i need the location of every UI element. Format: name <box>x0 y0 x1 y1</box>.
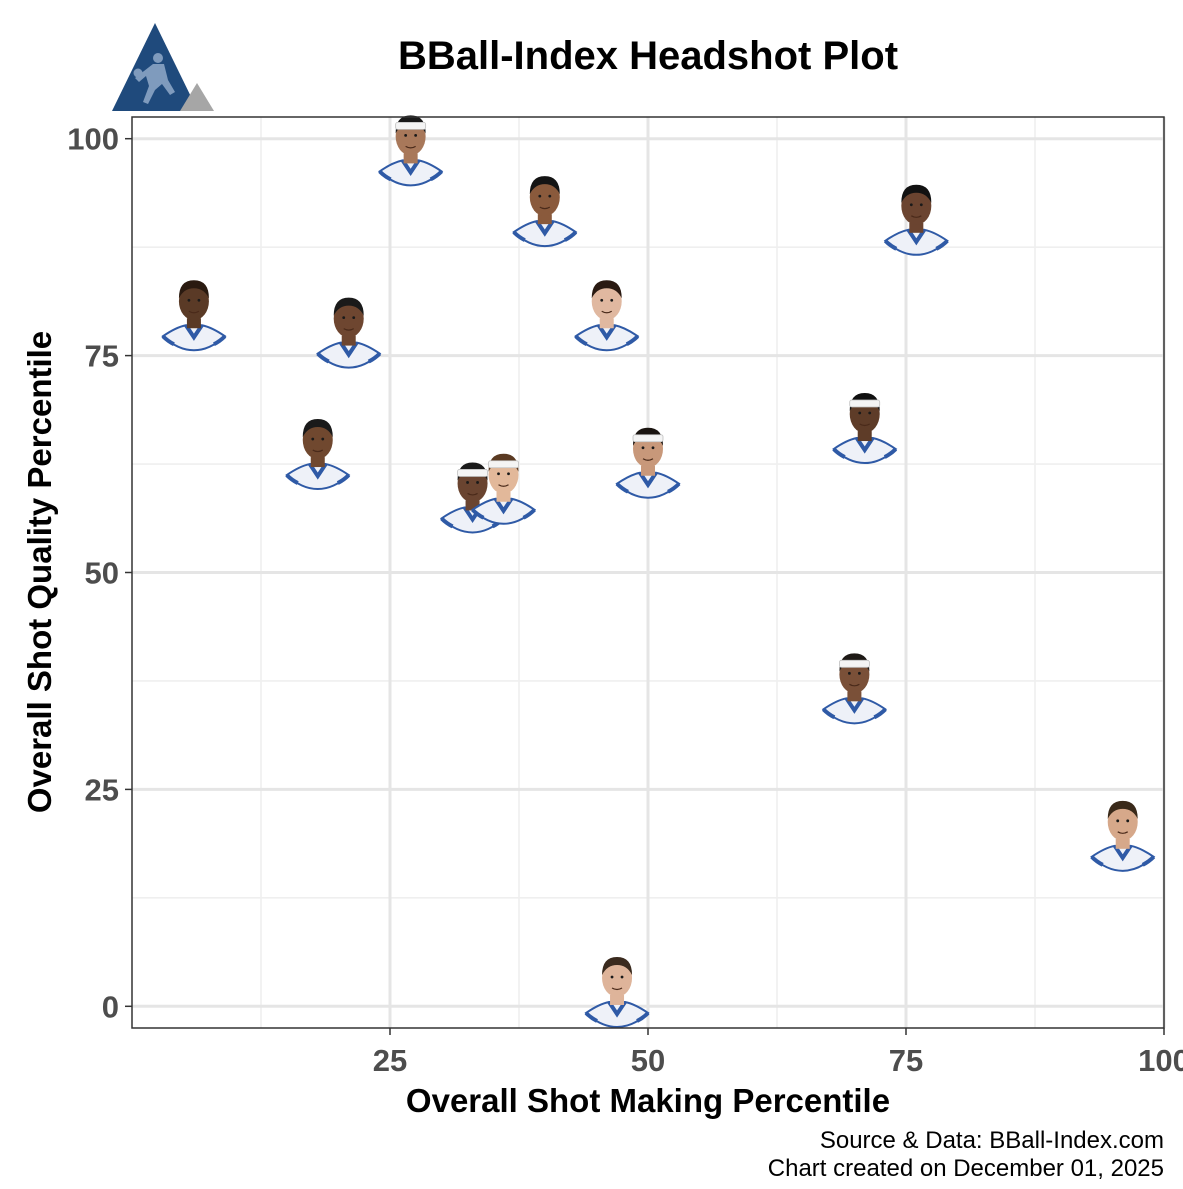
player-headshot-point <box>512 176 578 248</box>
chart-title: BBall-Index Headshot Plot <box>398 34 898 78</box>
player-headshot-point <box>883 184 949 256</box>
x-tick-label: 75 <box>889 1043 923 1078</box>
x-tick-label: 50 <box>631 1043 665 1078</box>
player-headshot-point <box>574 280 640 352</box>
grid-lines <box>132 117 1166 1028</box>
basketball-player-icon <box>133 53 175 104</box>
x-axis-title: Overall Shot Making Percentile <box>406 1082 890 1119</box>
y-axis-ticks: 0 25 50 75 100 <box>67 122 132 1024</box>
y-tick-label: 25 <box>85 772 119 807</box>
caption-date: Chart created on December 01, 2025 <box>768 1155 1164 1182</box>
plot-panel <box>131 115 1166 1029</box>
player-headshot-point <box>470 453 537 525</box>
y-tick-label: 50 <box>85 556 119 591</box>
player-headshot-point <box>821 653 887 725</box>
logo-triangle-secondary <box>180 83 214 111</box>
player-headshot-point <box>584 956 650 1028</box>
x-tick-label: 25 <box>373 1043 407 1078</box>
x-tick-label: 100 <box>1138 1043 1183 1078</box>
caption-source: Source & Data: BBall-Index.com <box>820 1127 1164 1154</box>
player-headshot-point <box>832 393 898 465</box>
player-headshot-point <box>378 115 444 187</box>
player-headshot-point <box>615 427 681 499</box>
player-headshot-point <box>285 419 351 491</box>
bball-index-logo <box>112 23 214 111</box>
data-points <box>161 115 1156 1028</box>
player-headshot-point <box>316 297 382 369</box>
player-headshot-point <box>161 280 227 352</box>
y-tick-label: 100 <box>67 122 119 157</box>
y-axis-title: Overall Shot Quality Percentile <box>21 331 58 813</box>
y-tick-label: 0 <box>102 989 119 1024</box>
player-headshot-point <box>1090 800 1156 872</box>
x-axis-ticks: 25 50 75 100 <box>373 1028 1183 1078</box>
y-tick-label: 75 <box>85 339 119 374</box>
